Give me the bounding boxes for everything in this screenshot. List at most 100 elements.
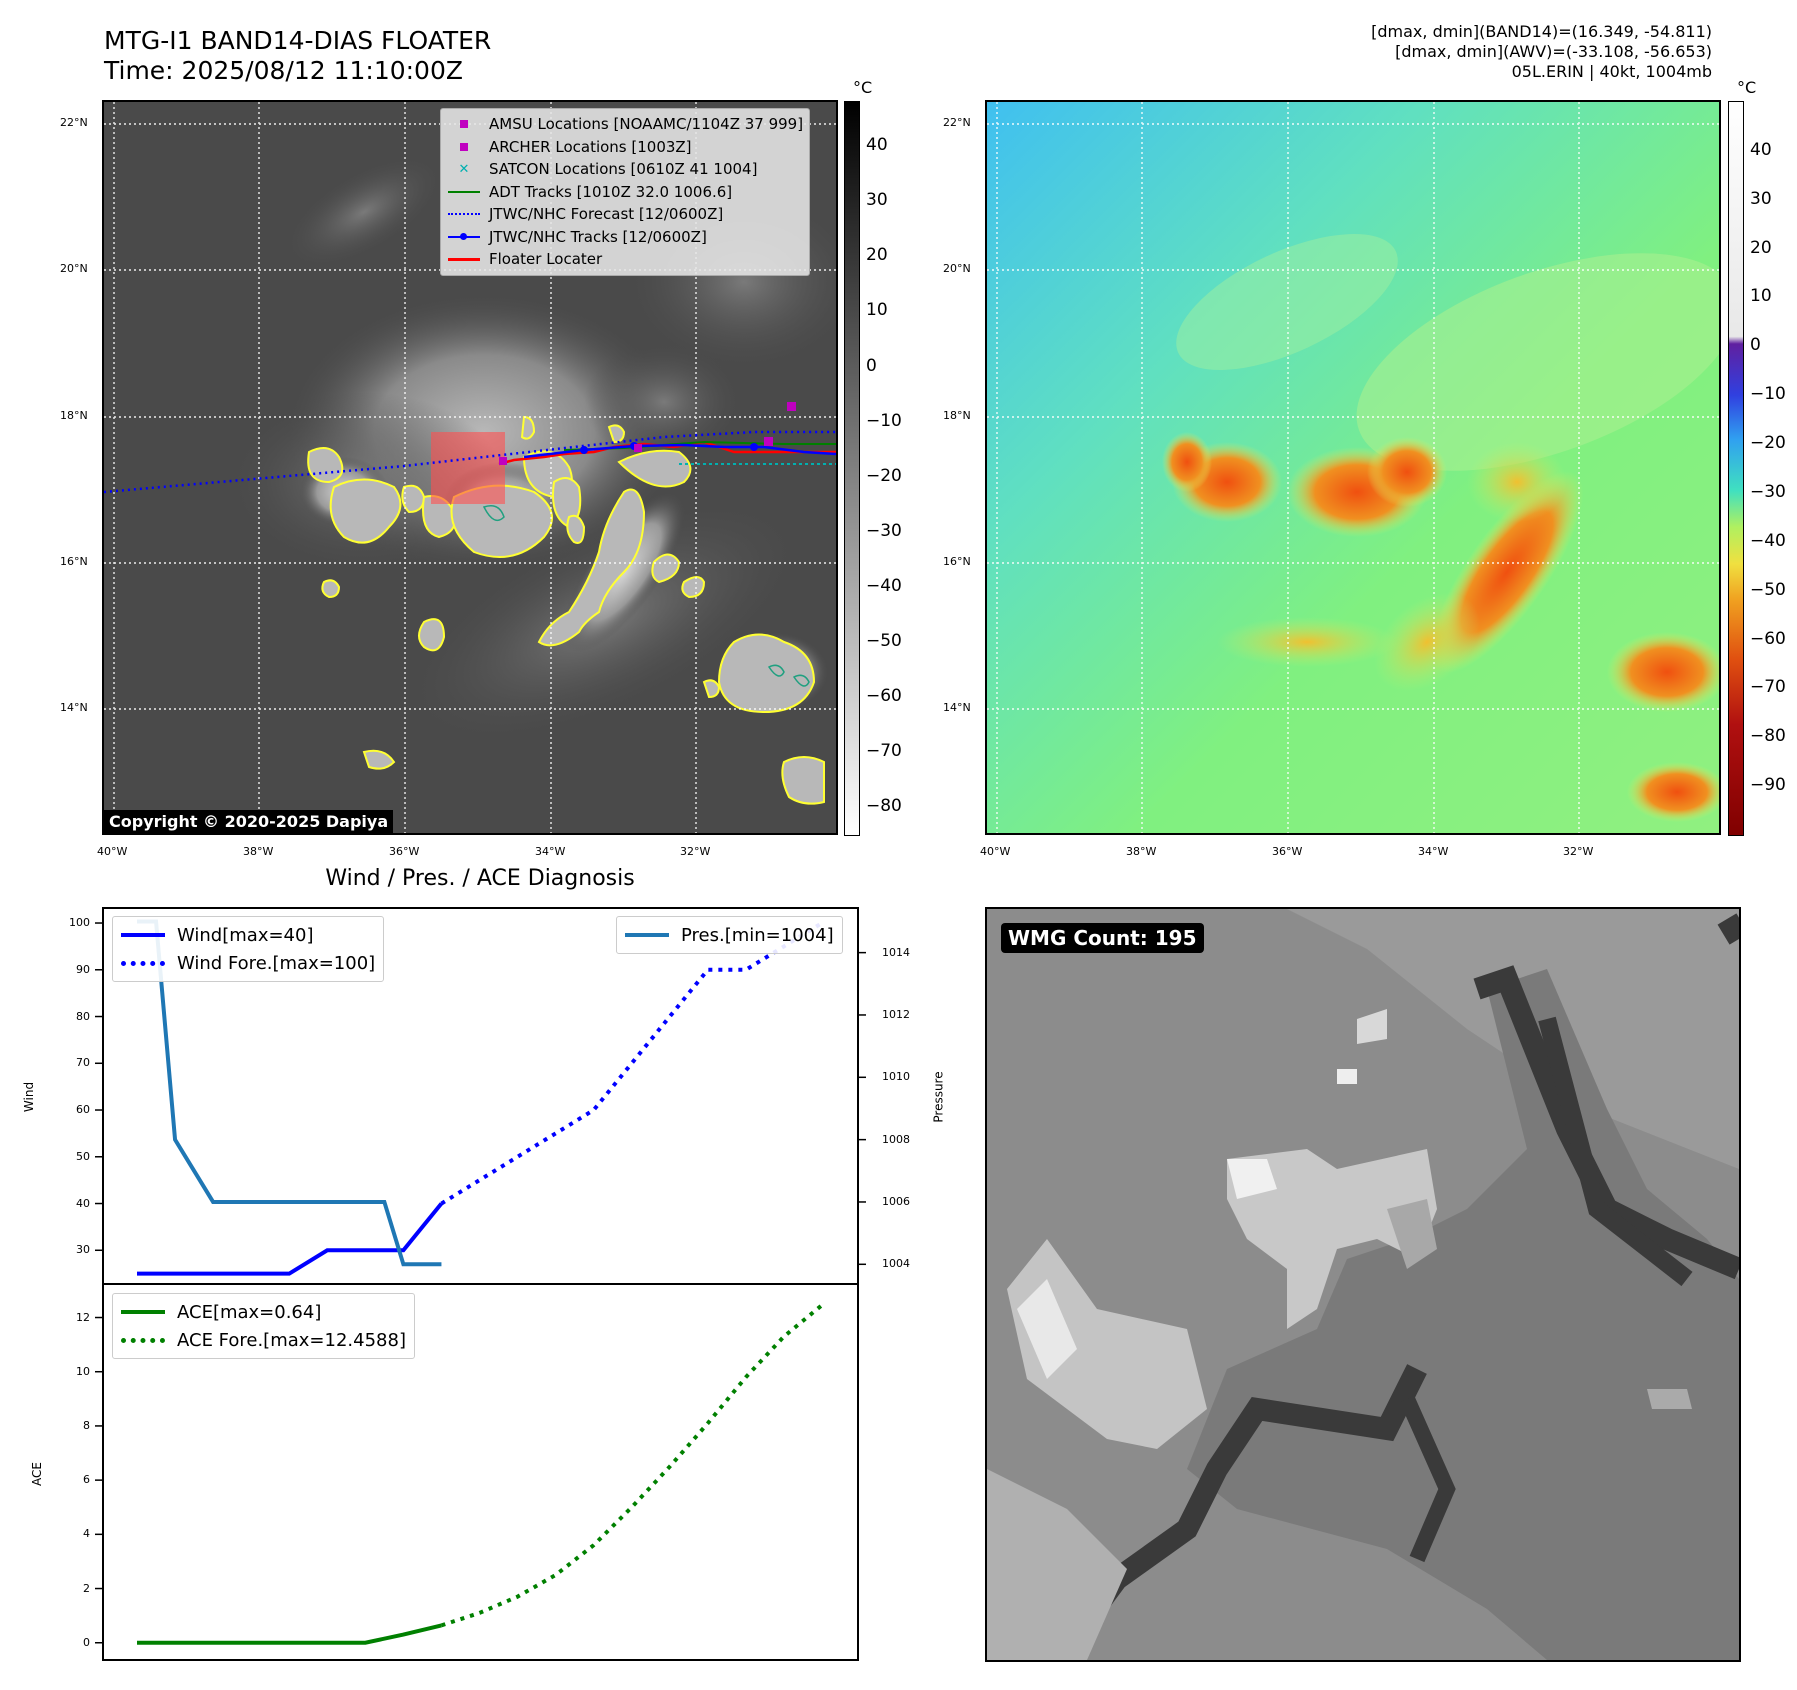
wv-colorbar-tick: 20 [1750,237,1772,258]
wind-axis-label: Wind [22,1081,37,1113]
wind-tick: 90 [76,962,90,976]
dmax-band14-info: [dmax, dmin](BAND14)=(16.349, -54.811) [1371,22,1712,41]
solid-line-icon [121,933,165,937]
wind-tick: 100 [69,916,90,930]
storm-info: 05L.ERIN | 40kt, 1004mb [1511,62,1712,81]
wind-tick: 30 [76,1243,90,1257]
wv-satellite-panel [985,100,1721,835]
ir-lat-label: 14°N [60,701,88,714]
wv-colorbar-tick: −80 [1750,726,1786,747]
ir-colorbar-tick: 20 [866,245,888,266]
pressure-tick: 1006 [882,1194,910,1208]
wv-colorbar-tick: −40 [1750,530,1786,551]
wv-colorbar-tick: −50 [1750,579,1786,600]
wv-colorbar-tick: 40 [1750,139,1772,160]
ace-tick: 8 [83,1418,90,1432]
figure-title: MTG-I1 BAND14-DIAS FLOATER [104,26,492,55]
ace-tick: 6 [83,1473,90,1487]
pressure-tick: 1008 [882,1132,910,1146]
wv-lon-label: 34°W [1418,845,1449,858]
figure-time: Time: 2025/08/12 11:10:00Z [104,56,463,85]
ir-colorbar-tick: 10 [866,300,888,321]
ir-colorbar-tick: −20 [866,465,902,486]
wind-tick: 50 [76,1149,90,1163]
legend-item-floater: Floater Locater [447,248,803,271]
wv-colorbar-tick: −10 [1750,384,1786,405]
dotted-line-icon [121,1337,165,1343]
ir-lat-label: 16°N [60,555,88,568]
legend-item-archer: ARCHER Locations [1003Z] [447,136,803,159]
line-marker-icon [447,252,481,266]
ir-lat-label: 20°N [60,262,88,275]
wind-tick: 40 [76,1196,90,1210]
wv-lat-label: 20°N [943,262,971,275]
wind-line [137,1202,443,1276]
copyright-label: Copyright © 2020-2025 Dapiya [104,810,394,833]
wv-colorbar-tick: −60 [1750,628,1786,649]
solid-line-icon [625,933,669,937]
solid-line-icon [121,1310,165,1314]
ir-colorbar-tick: −10 [866,410,902,431]
ace-tick: 0 [83,1635,90,1649]
wind-tick: 80 [76,1009,90,1023]
square-marker-icon [447,117,481,131]
legend-item-adt: ADT Tracks [1010Z 32.0 1006.6] [447,181,803,204]
ir-colorbar-tick: 30 [866,190,888,211]
ace-forecast-line [440,1303,824,1628]
ir-colorbar-tick: 40 [866,135,888,156]
legend-item-amsu: AMSU Locations [NOAAMC/1104Z 37 999] [447,113,803,136]
ir-lat-label: 22°N [60,116,88,129]
wv-colorbar-tick: 30 [1750,188,1772,209]
x-marker-icon: ✕ [458,161,470,177]
ir-lon-label: 34°W [535,845,566,858]
wv-lon-label: 36°W [1272,845,1303,858]
line-marker-icon [447,185,481,199]
wind-legend: Wind[max=40] Wind Fore.[max=100] [112,916,385,982]
wind-forecast-line [440,921,824,1206]
square-marker-icon [447,140,481,154]
wv-colorbar-tick: 10 [1750,286,1772,307]
pressure-tick: 1004 [882,1257,910,1271]
ir-colorbar-tick: 0 [866,355,877,376]
ir-colorbar-tick: −80 [866,796,902,817]
wv-colorbar-tick: −30 [1750,481,1786,502]
wv-lat-label: 18°N [943,409,971,422]
legend-item-pressure: Pres.[min=1004] [625,921,834,949]
wmg-panel: WMG Count: 195 [985,907,1741,1662]
legend-item-tracks: JTWC/NHC Tracks [12/0600Z] [447,226,803,249]
ir-lon-label: 38°W [243,845,274,858]
ir-lon-label: 36°W [389,845,420,858]
ir-colorbar-tick: −50 [866,631,902,652]
diagnosis-chart [95,919,866,1645]
dotted-line-icon [447,207,481,221]
ace-tick: 12 [76,1310,90,1324]
wv-lon-label: 40°W [980,845,1011,858]
ace-tick: 2 [83,1581,90,1595]
legend-item-ace: ACE[max=0.64] [121,1298,406,1326]
diagnosis-divider [102,1283,859,1285]
line-dot-marker-icon [447,230,481,244]
ace-tick: 4 [83,1527,90,1541]
ir-colorbar-tick: −60 [866,686,902,707]
diagnosis-title: Wind / Pres. / ACE Diagnosis [325,866,635,891]
ace-line [137,1623,442,1645]
ir-lon-label: 40°W [97,845,128,858]
legend-item-satcon: ✕ SATCON Locations [0610Z 41 1004] [447,158,803,181]
wv-lon-label: 38°W [1126,845,1157,858]
wv-colorbar-unit: °C [1737,78,1757,97]
wmg-image [987,909,1739,1660]
ir-lon-label: 32°W [680,845,711,858]
ir-colorbar [844,101,860,836]
wv-colorbar-tick: −70 [1750,677,1786,698]
wv-lon-label: 32°W [1563,845,1594,858]
wv-colorbar-tick: −20 [1750,433,1786,454]
wv-colorbar-tick: −90 [1750,775,1786,796]
wind-tick: 60 [76,1103,90,1117]
legend-item-wind-forecast: Wind Fore.[max=100] [121,949,375,977]
pressure-tick: 1012 [882,1007,910,1021]
pressure-tick: 1010 [882,1070,910,1084]
dmax-awv-info: [dmax, dmin](AWV)=(-33.108, -56.653) [1395,42,1712,61]
wv-lat-label: 22°N [943,116,971,129]
ir-legend: AMSU Locations [NOAAMC/1104Z 37 999] ARC… [440,108,811,276]
wv-colorbar [1728,101,1744,836]
